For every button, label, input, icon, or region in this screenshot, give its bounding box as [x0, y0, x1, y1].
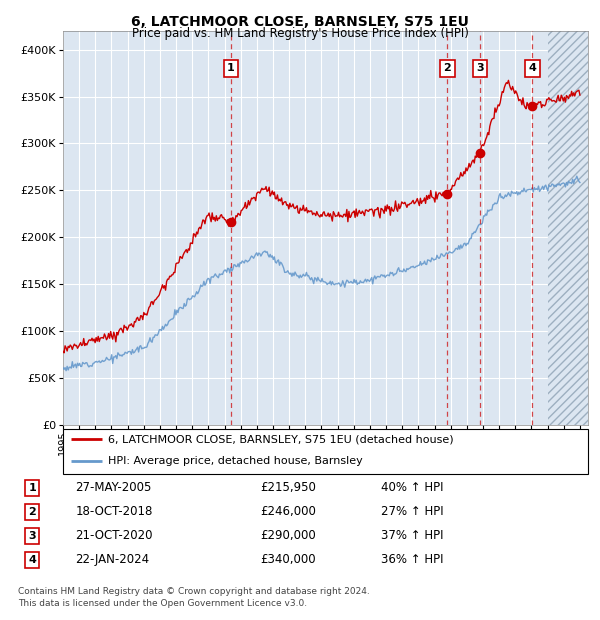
Text: 4: 4 [28, 555, 37, 565]
Text: 6, LATCHMOOR CLOSE, BARNSLEY, S75 1EU: 6, LATCHMOOR CLOSE, BARNSLEY, S75 1EU [131, 16, 469, 30]
Text: 4: 4 [529, 63, 536, 73]
Text: £290,000: £290,000 [260, 529, 316, 542]
Text: £215,950: £215,950 [260, 481, 316, 494]
Text: 40% ↑ HPI: 40% ↑ HPI [381, 481, 443, 494]
Text: 1: 1 [227, 63, 235, 73]
Bar [548, 31, 588, 425]
Text: 21-OCT-2020: 21-OCT-2020 [76, 529, 153, 542]
Text: HPI: Average price, detached house, Barnsley: HPI: Average price, detached house, Barn… [107, 456, 362, 466]
Text: 3: 3 [29, 531, 36, 541]
Text: Contains HM Land Registry data © Crown copyright and database right 2024.: Contains HM Land Registry data © Crown c… [18, 587, 370, 596]
Text: 1: 1 [29, 482, 36, 493]
Text: 2: 2 [443, 63, 451, 73]
Text: 3: 3 [476, 63, 484, 73]
Text: 2: 2 [29, 507, 36, 516]
Text: 18-OCT-2018: 18-OCT-2018 [76, 505, 153, 518]
Text: 22-JAN-2024: 22-JAN-2024 [76, 553, 150, 566]
Text: This data is licensed under the Open Government Licence v3.0.: This data is licensed under the Open Gov… [18, 598, 307, 608]
Text: £340,000: £340,000 [260, 553, 316, 566]
Text: 36% ↑ HPI: 36% ↑ HPI [381, 553, 443, 566]
Text: Price paid vs. HM Land Registry's House Price Index (HPI): Price paid vs. HM Land Registry's House … [131, 27, 469, 40]
Text: 6, LATCHMOOR CLOSE, BARNSLEY, S75 1EU (detached house): 6, LATCHMOOR CLOSE, BARNSLEY, S75 1EU (d… [107, 435, 453, 445]
Bar [548, 31, 588, 425]
Text: 27-MAY-2005: 27-MAY-2005 [76, 481, 152, 494]
Text: £246,000: £246,000 [260, 505, 316, 518]
Text: 37% ↑ HPI: 37% ↑ HPI [381, 529, 443, 542]
Text: 27% ↑ HPI: 27% ↑ HPI [381, 505, 443, 518]
